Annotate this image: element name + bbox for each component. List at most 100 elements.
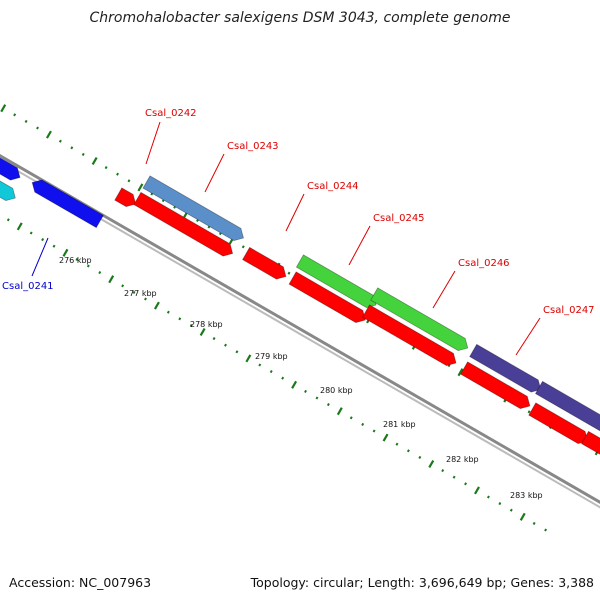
- inner-tick: [452, 475, 456, 479]
- outer-tick: [36, 126, 39, 130]
- gene-labels: Csal_0241 Csal_0242 Csal_0243 Csal_0244 Csal…: [2, 108, 595, 356]
- outer-tick: [457, 368, 464, 377]
- outer-tick: [45, 130, 52, 139]
- inner-tick: [98, 271, 102, 275]
- inner-tick: [304, 389, 307, 393]
- leader-line-csal-0242: [145, 121, 161, 165]
- outer-tick: [81, 152, 85, 156]
- inner-tick: [315, 396, 319, 400]
- outer-tick: [104, 166, 108, 170]
- gene-label-csal-0242: Csal_0242: [145, 108, 197, 119]
- gene-label-csal-0244: Csal_0244: [307, 181, 359, 192]
- inner-tick: [108, 275, 115, 284]
- tick-label-280: 280 kbp: [320, 386, 353, 395]
- gene-arrow-csal-0246-green: [370, 287, 469, 352]
- inner-tick: [224, 343, 227, 347]
- inner-tick: [361, 422, 365, 426]
- inner-tick: [441, 469, 445, 473]
- tick-label-279: 279 kbp: [255, 352, 288, 361]
- inner-tick: [498, 502, 502, 506]
- gene-arrow-csal-0248-navy: [534, 380, 600, 432]
- outer-tick: [447, 364, 451, 368]
- tick-label-283: 283 kbp: [510, 491, 543, 500]
- inner-tick: [153, 301, 160, 310]
- inner-tick: [6, 218, 10, 222]
- outer-tick: [91, 156, 98, 166]
- leader-line-csal-0246: [432, 270, 456, 309]
- inner-tick: [189, 323, 193, 327]
- inner-tick: [395, 442, 399, 446]
- gene-arrow-csal-0241: [31, 179, 104, 229]
- inner-tick: [144, 297, 147, 301]
- inner-tick: [41, 238, 45, 242]
- gene-arrow-csal-0243-red: [133, 191, 234, 257]
- outer-tick: [137, 183, 144, 192]
- inner-tick: [245, 354, 252, 363]
- inner-tick: [486, 495, 490, 499]
- outer-tick: [58, 139, 62, 143]
- tick-label-281: 281 kbp: [383, 420, 416, 429]
- inner-tick: [532, 521, 536, 525]
- gene-label-csal-0243: Csal_0243: [227, 141, 279, 152]
- inner-tick: [474, 486, 480, 495]
- inner-tick: [372, 429, 376, 433]
- gene-arrow-csal-0244: [242, 246, 287, 280]
- inner-tick: [336, 407, 343, 416]
- backbone-lines: [0, 154, 600, 509]
- gene-label-csal-0245: Csal_0245: [373, 213, 425, 224]
- inner-tick: [62, 248, 69, 257]
- outer-tick: [0, 104, 7, 113]
- inner-tick: [326, 403, 330, 407]
- feature-arrows: [0, 157, 600, 455]
- inner-tick: [199, 327, 206, 337]
- inner-tick: [509, 508, 513, 512]
- leader-line-csal-0247: [515, 317, 541, 356]
- leader-line-csal-0245: [348, 225, 371, 266]
- gene-arrow-csal-0249-red: [580, 430, 600, 455]
- inner-tick: [75, 257, 79, 261]
- inner-tick: [269, 370, 273, 374]
- outer-tick: [24, 119, 28, 123]
- outer-tick: [287, 271, 291, 275]
- tick-label-278: 278 kbp: [190, 320, 223, 329]
- gene-label-csal-0241: Csal_0241: [2, 281, 54, 292]
- gene-arrow-csal-0246-red: [361, 304, 457, 367]
- inner-tick: [281, 376, 285, 380]
- inner-tick: [418, 455, 422, 459]
- outer-tick: [241, 245, 245, 249]
- inner-tick: [121, 284, 125, 288]
- inner-tick: [464, 482, 468, 486]
- tick-label-277: 277 kbp: [124, 289, 157, 298]
- inner-tick: [212, 337, 216, 341]
- tick-labels: 276 kbp 277 kbp 278 kbp 279 kbp 280 kbp 281 k…: [59, 256, 543, 500]
- inner-tick: [132, 290, 136, 294]
- inner-tick: [86, 264, 90, 268]
- gene-arrow-csal-0243-blue: [142, 175, 244, 242]
- inner-tick: [166, 310, 170, 314]
- inner-tick: [16, 222, 23, 231]
- inner-tick: [428, 459, 435, 469]
- inner-tick: [291, 380, 298, 389]
- gene-arrow-cyan: [0, 180, 16, 202]
- inner-tick: [382, 433, 389, 442]
- gene-arrow-csal-0245-red: [288, 271, 366, 324]
- inner-tick: [29, 231, 33, 235]
- inner-tick: [406, 449, 410, 453]
- inner-tick: [258, 363, 262, 367]
- gene-label-csal-0246: Csal_0246: [458, 258, 510, 269]
- outer-tick: [127, 179, 131, 183]
- inner-tick-ring: [6, 218, 548, 532]
- gene-arrow-csal-0242: [114, 187, 137, 208]
- tick-label-276: 276 kbp: [59, 256, 92, 265]
- map-title: Chromohalobacter salexigens DSM 3043, co…: [89, 10, 511, 26]
- gene-label-csal-0247: Csal_0247: [543, 305, 595, 316]
- leader-line-csal-0244: [285, 193, 305, 232]
- inner-tick: [178, 317, 182, 321]
- gene-arrow-csal-0240: [0, 157, 21, 181]
- tick-label-282: 282 kbp: [446, 455, 479, 464]
- inner-tick: [519, 512, 526, 521]
- topology-label: Topology: circular; Length: 3,696,649 bp…: [250, 575, 594, 590]
- outer-tick: [527, 410, 531, 414]
- outer-tick: [116, 172, 120, 176]
